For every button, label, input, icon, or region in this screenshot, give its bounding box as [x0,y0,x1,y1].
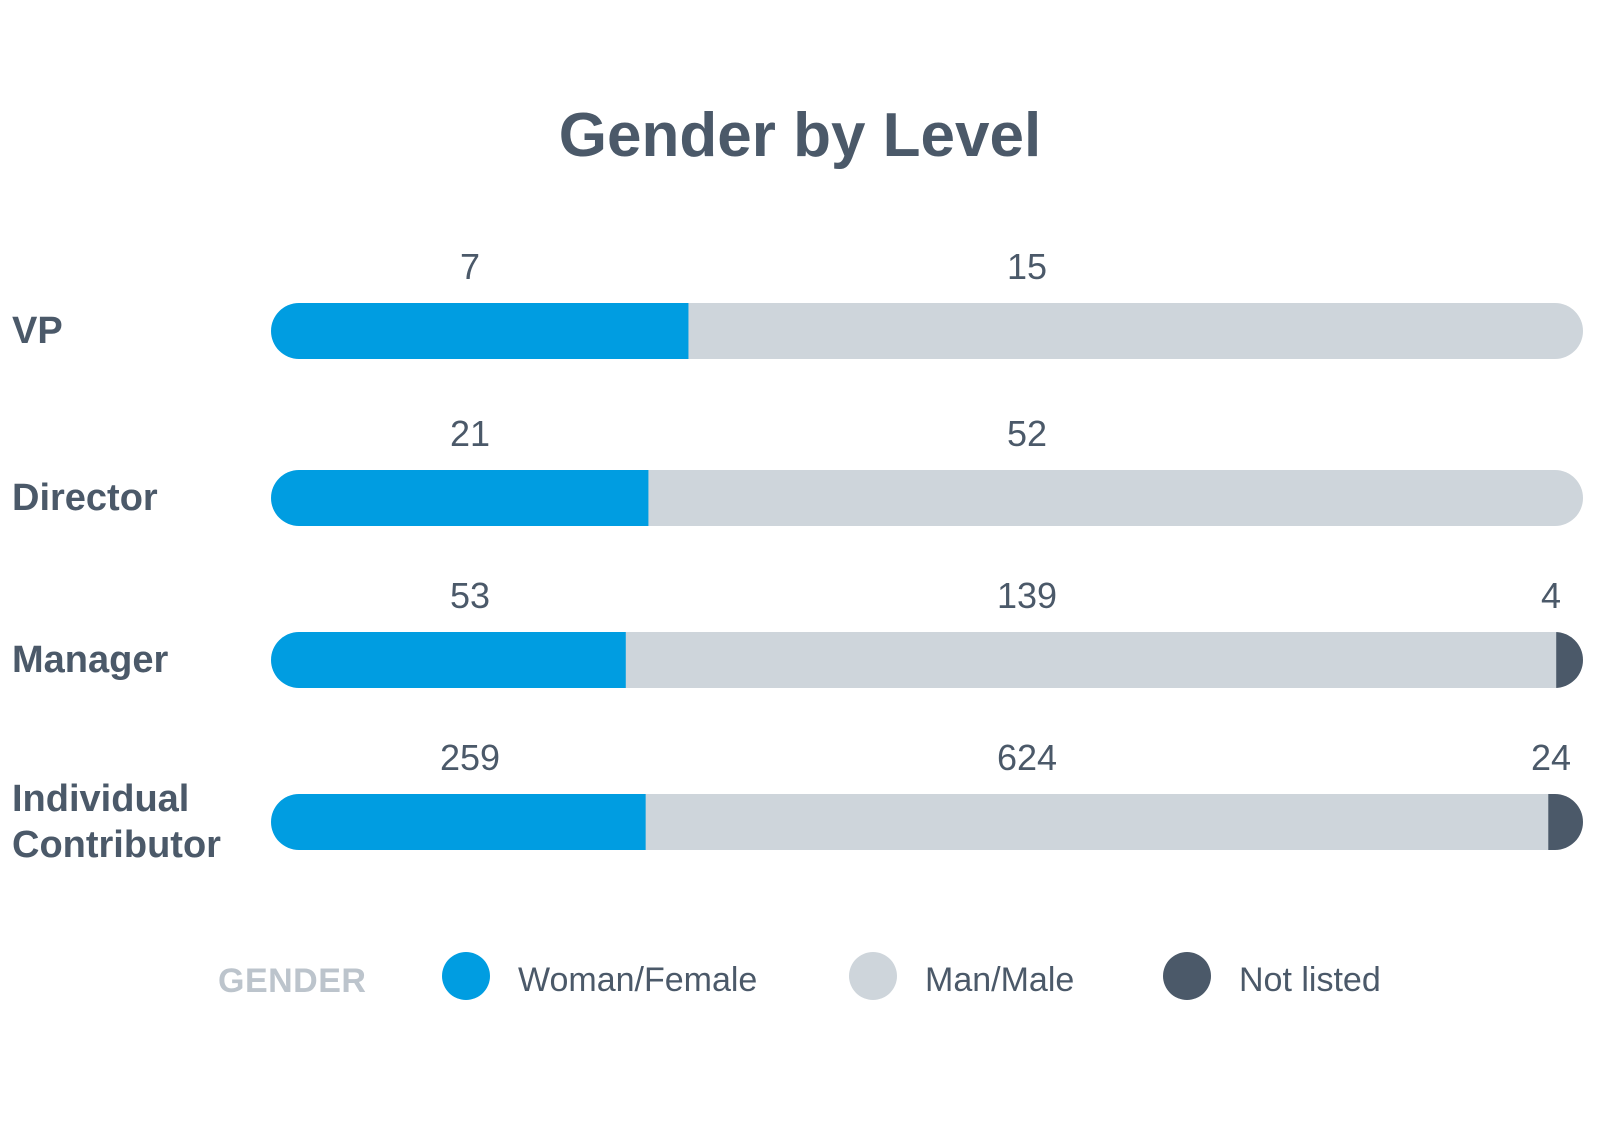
bar-group-vp [271,303,1583,359]
value-label-individual-contributor-woman-female: 259 [440,737,500,778]
value-label-manager-not-listed: 4 [1541,575,1561,616]
bar-segment-individual-contributor-woman-female[interactable] [271,794,647,850]
bar-group-individual-contributor [271,794,1583,850]
category-label-director: Director [12,477,158,519]
bar-segment-individual-contributor-not-listed[interactable] [1548,794,1583,850]
bar-group-director [271,470,1583,526]
legend-swatch-man [849,952,897,1000]
value-label-individual-contributor-not-listed: 24 [1531,737,1571,778]
legend-swatch-not-listed [1163,952,1211,1000]
bar-segment-vp-man-male[interactable] [688,303,1583,359]
value-label-manager-man-male: 139 [997,575,1057,616]
bar-segment-director-woman-female[interactable] [271,470,649,526]
bar-segment-manager-man-male[interactable] [625,632,1557,688]
bar-segment-director-man-male[interactable] [648,470,1583,526]
value-label-director-man-male: 52 [1007,413,1047,454]
chart-title: Gender by Level [558,101,1042,170]
category-label-individual-contributor-line-1: Individual [12,778,189,820]
value-label-manager-woman-female: 53 [450,575,490,616]
bar-segment-vp-woman-female[interactable] [271,303,689,359]
category-label-vp: VP [12,310,63,352]
value-label-vp-woman-female: 7 [460,246,480,287]
bar-segment-manager-not-listed[interactable] [1556,632,1583,688]
bar-group-manager [271,632,1583,688]
category-label-individual-contributor-line-2: Contributor [12,824,221,866]
legend-swatch-woman [442,952,490,1000]
bar-segment-manager-woman-female[interactable] [271,632,627,688]
value-label-individual-contributor-man-male: 624 [997,737,1057,778]
legend-title: GENDER [218,962,367,1000]
value-label-director-woman-female: 21 [450,413,490,454]
legend-label-not-listed: Not listed [1239,961,1381,999]
legend-label-woman: Woman/Female [518,961,758,999]
value-label-vp-man-male: 15 [1007,246,1047,287]
legend: GENDER Woman/Female Man/Male Not listed [0,950,1600,1010]
category-label-manager: Manager [12,639,168,681]
legend-label-man: Man/Male [925,961,1075,999]
bar-segment-individual-contributor-man-male[interactable] [645,794,1549,850]
